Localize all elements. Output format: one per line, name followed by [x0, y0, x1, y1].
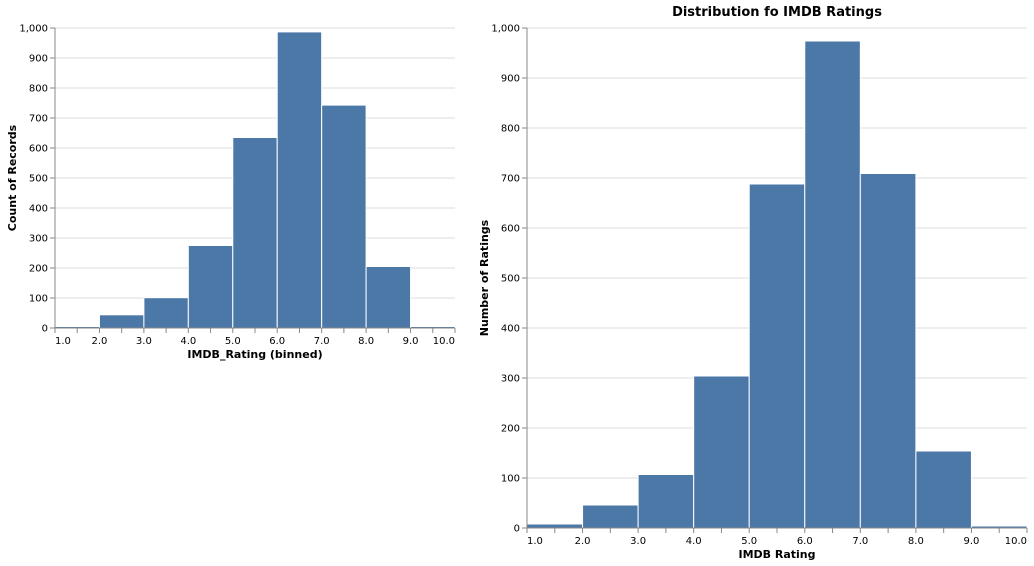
histogram-bar [232, 137, 278, 329]
x-tick-label: 8.0 [908, 536, 924, 547]
rating-histogram-binned: 0 100 200 300 400 500 600 700 800 900 1,000 1.0 2.0… [6, 24, 456, 361]
histogram-bar [915, 450, 972, 529]
x-tick-label: 3.0 [136, 336, 152, 347]
x-tick-label: 5.0 [741, 536, 757, 547]
y-tick-label: 800 [29, 84, 48, 95]
x-tick-label: 1.0 [527, 536, 543, 547]
y-tick-label: 900 [501, 74, 520, 85]
histogram-bar [526, 523, 584, 529]
y-tick-label: 800 [501, 124, 520, 135]
y-tick-label: 500 [29, 174, 48, 185]
chart-title: Distribution fo IMDB Ratings [672, 5, 882, 20]
histogram-bar [693, 375, 750, 529]
y-tick-label: 100 [29, 294, 48, 305]
x-tick-label: 2.0 [575, 536, 591, 547]
y-tick-label: 1,000 [19, 24, 48, 35]
x-axis: 1.0 2.0 3.0 4.0 5.0 6.0 7.0 8.0 9.0 10.0 [54, 327, 456, 347]
bars [526, 40, 1028, 529]
rating-distribution-chart: Distribution fo IMDB Ratings 0 100 200 300 4… [478, 5, 1028, 561]
y-axis-title: Number of Ratings [478, 219, 491, 336]
y-tick-label: 400 [29, 204, 48, 215]
x-tick-label: 6.0 [269, 336, 285, 347]
y-tick-label: 300 [29, 234, 48, 245]
y-tick-label: 700 [29, 114, 48, 125]
histogram-bar [365, 266, 412, 329]
y-tick-label: 100 [501, 474, 520, 485]
x-axis: 1.0 2.0 3.0 4.0 5.0 6.0 7.0 8.0 9.0 10.0 [526, 527, 1028, 547]
histogram-bar [276, 31, 323, 329]
bars [54, 31, 456, 329]
y-tick-label: 1,000 [491, 24, 520, 35]
histogram-bar [748, 183, 806, 529]
x-tick-label: 4.0 [686, 536, 702, 547]
y-tick-label: 600 [29, 144, 48, 155]
histogram-bar [321, 104, 367, 329]
y-tick-label: 500 [501, 274, 520, 285]
x-tick-label: 9.0 [963, 536, 979, 547]
y-tick-label: 700 [501, 174, 520, 185]
x-tick-label: 10.0 [433, 336, 455, 347]
histogram-bar [637, 474, 695, 529]
y-tick-label: 900 [29, 54, 48, 65]
x-tick-label: 5.0 [225, 336, 241, 347]
x-tick-label: 1.0 [55, 336, 71, 347]
x-tick-label: 7.0 [314, 336, 330, 347]
y-axis: 0 100 200 300 400 500 600 700 800 900 1,000 [19, 24, 56, 335]
x-tick-label: 3.0 [630, 536, 646, 547]
x-tick-label: 8.0 [358, 336, 374, 347]
x-tick-label: 10.0 [1005, 536, 1027, 547]
x-tick-label: 7.0 [852, 536, 868, 547]
histogram-bar [859, 173, 917, 529]
y-tick-label: 200 [29, 264, 48, 275]
x-tick-label: 2.0 [91, 336, 107, 347]
histogram-bar [582, 504, 639, 529]
y-tick-label: 0 [514, 524, 520, 535]
histogram-bar [804, 40, 861, 529]
histogram-bar [143, 297, 189, 329]
histogram-bar [187, 245, 234, 329]
y-tick-label: 200 [501, 424, 520, 435]
y-tick-label: 300 [501, 374, 520, 385]
y-tick-label: 0 [42, 324, 48, 335]
histogram-bar [98, 314, 145, 329]
x-tick-label: 6.0 [797, 536, 813, 547]
x-tick-label: 4.0 [180, 336, 196, 347]
x-tick-label: 9.0 [403, 336, 419, 347]
x-axis-title: IMDB Rating [738, 548, 815, 561]
x-axis-title: IMDB_Rating (binned) [187, 348, 322, 361]
y-tick-label: 600 [501, 224, 520, 235]
y-axis-title: Count of Records [6, 124, 19, 231]
y-tick-label: 400 [501, 324, 520, 335]
y-axis: 0 100 200 300 400 500 600 700 800 900 1,000 [491, 24, 528, 535]
